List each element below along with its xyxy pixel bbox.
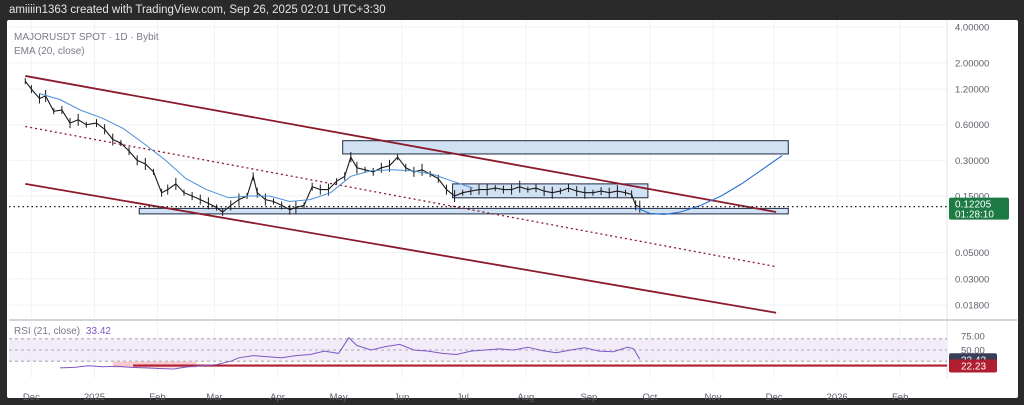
candle-countdown: 01:28:10 xyxy=(955,210,994,221)
ema-legend[interactable]: EMA (20, close) xyxy=(14,46,85,57)
ema-series-line xyxy=(39,93,474,203)
time-tick-label: Nov xyxy=(705,392,722,403)
price-tick-label: 1.20000 xyxy=(955,85,989,96)
time-tick-label: Feb xyxy=(892,392,908,403)
price-tick-label: 0.03000 xyxy=(955,274,989,285)
time-tick-label: 2025 xyxy=(84,392,105,403)
channel-lower-line xyxy=(25,182,777,314)
price-tick-label: 0.15000 xyxy=(955,192,989,203)
time-tick-label: Feb xyxy=(149,392,165,403)
time-tick-label: Mar xyxy=(206,392,222,403)
channel-upper-line xyxy=(25,75,777,213)
time-tick-label: Jul xyxy=(457,392,469,403)
rsi-series-line xyxy=(59,336,641,370)
last-price-value: 0.12205 xyxy=(955,200,992,211)
last-price-tag xyxy=(949,197,1009,220)
time-tick-label: Aug xyxy=(517,392,534,403)
price-tick-label: 0.01800 xyxy=(955,301,989,312)
created-with-credit: amiiiin1363 created with TradingView.com… xyxy=(9,4,386,16)
time-tick-label: Oct xyxy=(643,392,658,403)
zone-range-box xyxy=(452,183,649,199)
rsi-tick-label: 75.00 xyxy=(961,332,985,343)
time-tick-label: Dec xyxy=(766,392,783,403)
time-tick-label: Jun xyxy=(394,392,409,403)
rsi-level-tag xyxy=(949,359,997,373)
rsi-legend-value: 33.42 xyxy=(85,326,111,337)
time-tick-label: Sep xyxy=(580,392,597,403)
rsi-legend[interactable]: RSI (21, close) 33.42 xyxy=(14,326,111,337)
price-series-line xyxy=(24,80,640,213)
price-tick-label: 0.30000 xyxy=(955,156,989,167)
price-tick-label: 0.05000 xyxy=(955,248,989,259)
price-tick-label: 4.00000 xyxy=(955,23,989,34)
time-tick-label: May xyxy=(330,392,348,403)
time-tick-label: Apr xyxy=(270,392,285,403)
time-tick-label: 2026 xyxy=(827,392,848,403)
rsi-legend-label: RSI (21, close) xyxy=(14,326,81,337)
zone-support-zone xyxy=(138,207,789,215)
price-tick-label: 2.00000 xyxy=(955,58,989,69)
rsi-tick-label: 50.00 xyxy=(961,346,985,357)
rsi-level-label: 22.23 xyxy=(961,362,986,373)
symbol-legend[interactable]: MAJORUSDT SPOT · 1D · Bybit xyxy=(14,32,159,43)
projection-curve xyxy=(635,155,783,215)
channel-middle-line xyxy=(25,125,777,268)
zone-resistance-zone xyxy=(342,140,789,155)
time-tick-label: Dec xyxy=(23,392,40,403)
price-tick-label: 0.60000 xyxy=(955,120,989,131)
